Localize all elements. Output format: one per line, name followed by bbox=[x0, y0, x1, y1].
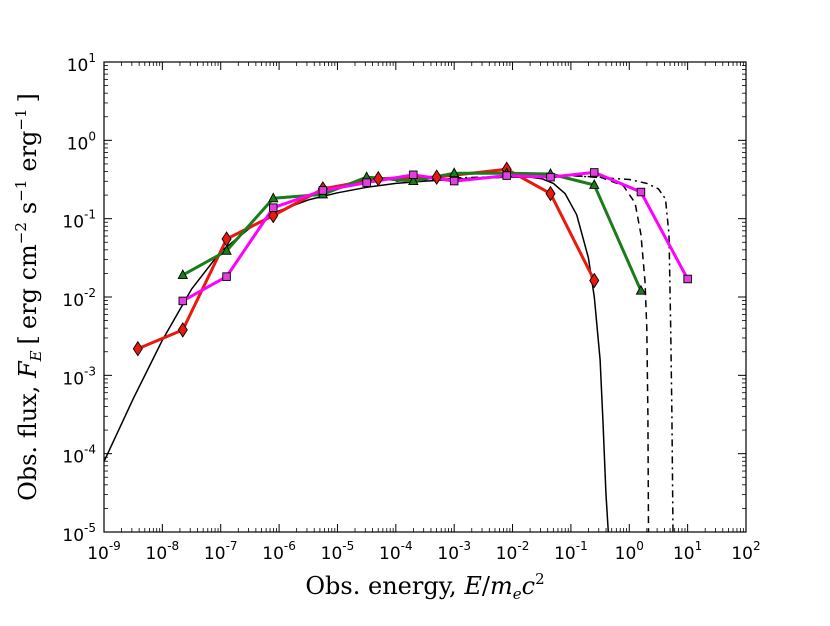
magenta-squares-point bbox=[318, 186, 328, 195]
magenta-squares-point bbox=[269, 203, 278, 212]
y-tick-label: 10-4 bbox=[62, 443, 96, 468]
y-tick-label: 101 bbox=[67, 51, 96, 76]
green-triangles-point bbox=[448, 167, 460, 178]
red-diamonds-point bbox=[545, 185, 556, 202]
red-diamonds-point bbox=[132, 340, 143, 357]
red-diamonds-point bbox=[431, 169, 442, 185]
magenta-squares-point bbox=[683, 274, 692, 284]
green-triangles-point bbox=[268, 192, 279, 203]
red-diamonds-point bbox=[268, 207, 279, 224]
y-axis-title: Obs. flux, FE[erg cm−2s−1erg−1] bbox=[12, 93, 45, 501]
green-triangles-point bbox=[635, 284, 647, 295]
x-tick-label: 100 bbox=[615, 539, 644, 564]
x-tick-label: 10-1 bbox=[554, 539, 588, 564]
x-tick-label: 10-8 bbox=[146, 539, 180, 564]
tick-label-layer: 10-9 10-8 10-7 10-6 10-5 10-4 10-3 10-2 10-1 100 1… bbox=[62, 51, 760, 564]
y-tick-label: 10-2 bbox=[62, 286, 96, 311]
x-tick-label: 10-3 bbox=[437, 539, 471, 564]
x-tick-label: 10-7 bbox=[204, 539, 238, 564]
y-tick-label: 10-5 bbox=[62, 521, 96, 546]
magenta-squares-point bbox=[546, 172, 555, 182]
x-tick-label: 10-4 bbox=[379, 539, 413, 564]
series-model-dashed-line bbox=[395, 174, 650, 532]
magenta-squares-point bbox=[449, 176, 459, 186]
x-tick-label: 10-9 bbox=[87, 539, 121, 564]
y-tick-label: 10-3 bbox=[62, 364, 96, 389]
red-diamonds-point bbox=[589, 272, 600, 289]
y-tick-label: 100 bbox=[67, 129, 96, 154]
magenta-squares-point bbox=[409, 170, 418, 180]
x-tick-label: 10-2 bbox=[496, 539, 530, 564]
x-tick-label: 10-6 bbox=[262, 539, 296, 564]
x-tick-label: 101 bbox=[673, 539, 702, 564]
y-tick-label: 10-1 bbox=[62, 208, 96, 233]
x-tick-label: 10-5 bbox=[321, 539, 355, 564]
green-triangles-point bbox=[408, 175, 419, 186]
green-triangles-point bbox=[221, 244, 232, 255]
x-axis-title: Obs. energy, E/mec2 bbox=[305, 570, 544, 603]
x-tick-label: 102 bbox=[731, 539, 760, 564]
tick-layer bbox=[103, 61, 747, 533]
green-triangles-point bbox=[177, 269, 189, 280]
red-diamonds-point bbox=[373, 170, 384, 187]
marker-layer bbox=[132, 161, 692, 357]
magenta-squares-point bbox=[636, 187, 646, 197]
magenta-squares-point bbox=[590, 168, 599, 177]
magenta-squares-point bbox=[502, 171, 511, 180]
green-triangles-point bbox=[589, 179, 600, 189]
magenta-squares-point bbox=[362, 178, 371, 187]
red-diamonds-point bbox=[177, 322, 188, 338]
magenta-squares-point bbox=[178, 296, 188, 306]
magenta-squares-point bbox=[222, 272, 231, 281]
